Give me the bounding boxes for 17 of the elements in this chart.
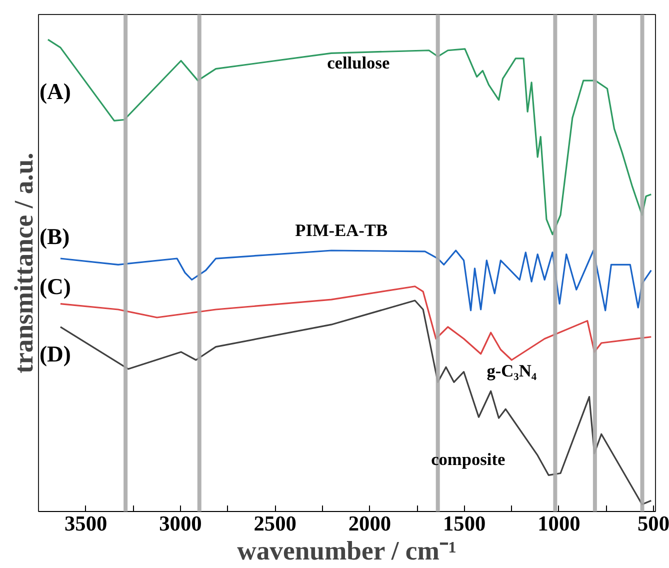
y-axis-title: transmittance / a.u. xyxy=(8,152,38,374)
x-tick-label: 1500 xyxy=(443,512,486,536)
x-axis-title: wavenumber / cm⁻¹ xyxy=(237,536,456,566)
series-label: g-C₃N₄ xyxy=(486,361,538,380)
annotation: (B) xyxy=(40,224,70,249)
x-tick-label: 2500 xyxy=(254,512,296,536)
series-label: composite xyxy=(431,450,506,470)
x-tick-label: 1000 xyxy=(538,512,580,536)
series-label: PIM-EA-TB xyxy=(295,221,388,240)
x-tick-label: 3000 xyxy=(159,512,202,536)
x-tick-label: 2000 xyxy=(348,512,392,536)
series-label: cellulose xyxy=(327,54,390,73)
annotation: (A) xyxy=(40,78,71,104)
annotation: (C) xyxy=(40,274,71,299)
x-tick-label: 500 xyxy=(638,512,669,536)
annotation: (D) xyxy=(40,341,71,366)
x-tick-label: 3500 xyxy=(64,512,108,536)
